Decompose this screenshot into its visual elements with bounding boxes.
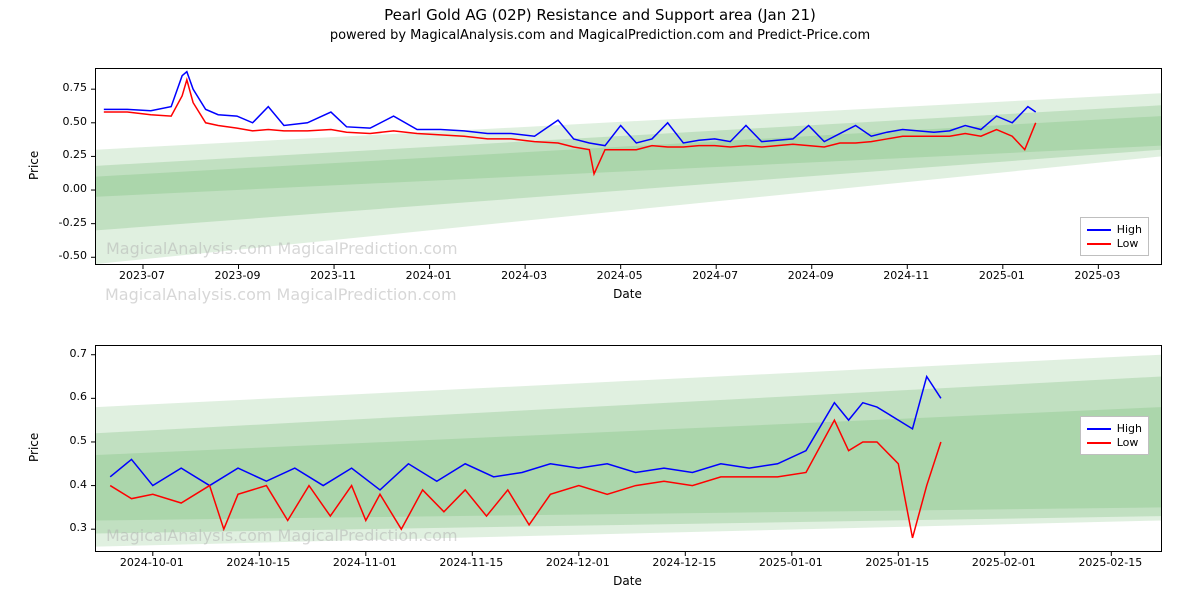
legend-label: High	[1117, 223, 1142, 236]
legend-item: Low	[1087, 237, 1142, 250]
legend-label: High	[1117, 422, 1142, 435]
ytick-label: 0.75	[37, 81, 87, 94]
xtick-label: 2023-11	[293, 269, 373, 282]
legend-label: Low	[1117, 436, 1139, 449]
chart-title: Pearl Gold AG (02P) Resistance and Suppo…	[0, 6, 1200, 24]
ytick-label: 0.7	[37, 347, 87, 360]
legend-item: Low	[1087, 436, 1142, 449]
legend-swatch	[1087, 243, 1111, 245]
legend-item: High	[1087, 422, 1142, 435]
bottom-legend: HighLow	[1080, 416, 1149, 455]
xtick-label: 2025-01-15	[857, 556, 937, 569]
top-legend: HighLow	[1080, 217, 1149, 256]
chart-subtitle: powered by MagicalAnalysis.com and Magic…	[0, 28, 1200, 43]
top-chart-svg	[96, 69, 1161, 264]
xtick-label: 2025-03	[1057, 269, 1137, 282]
ytick-label: 0.6	[37, 390, 87, 403]
top-xlabel: Date	[95, 287, 1160, 301]
xtick-label: 2023-07	[102, 269, 182, 282]
xtick-label: 2024-12-15	[644, 556, 724, 569]
xtick-label: 2024-01	[389, 269, 469, 282]
ytick-label: 0.00	[37, 182, 87, 195]
legend-item: High	[1087, 223, 1142, 236]
xtick-label: 2024-10-15	[218, 556, 298, 569]
bottom-chart-panel: MagicalAnalysis.com MagicalPrediction.co…	[95, 345, 1162, 552]
legend-swatch	[1087, 442, 1111, 444]
top-chart-panel: MagicalAnalysis.com MagicalPrediction.co…	[95, 68, 1162, 265]
xtick-label: 2023-09	[198, 269, 278, 282]
ytick-label: -0.25	[37, 216, 87, 229]
xtick-label: 2024-11-01	[325, 556, 405, 569]
legend-swatch	[1087, 229, 1111, 231]
bottom-xlabel: Date	[95, 574, 1160, 588]
xtick-label: 2025-01	[962, 269, 1042, 282]
xtick-label: 2024-12-01	[538, 556, 618, 569]
ytick-label: 0.25	[37, 148, 87, 161]
xtick-label: 2024-11-15	[431, 556, 511, 569]
ytick-label: 0.3	[37, 521, 87, 534]
ytick-label: -0.50	[37, 249, 87, 262]
xtick-label: 2024-05	[580, 269, 660, 282]
legend-swatch	[1087, 428, 1111, 430]
legend-label: Low	[1117, 237, 1139, 250]
xtick-label: 2024-09	[771, 269, 851, 282]
xtick-label: 2025-02-15	[1070, 556, 1150, 569]
ytick-label: 0.5	[37, 434, 87, 447]
xtick-label: 2024-11	[866, 269, 946, 282]
xtick-label: 2025-01-01	[751, 556, 831, 569]
figure: Pearl Gold AG (02P) Resistance and Suppo…	[0, 0, 1200, 600]
bottom-chart-svg	[96, 346, 1161, 551]
xtick-label: 2024-10-01	[112, 556, 192, 569]
xtick-label: 2025-02-01	[964, 556, 1044, 569]
ytick-label: 0.50	[37, 115, 87, 128]
xtick-label: 2024-07	[675, 269, 755, 282]
ytick-label: 0.4	[37, 478, 87, 491]
xtick-label: 2024-03	[484, 269, 564, 282]
